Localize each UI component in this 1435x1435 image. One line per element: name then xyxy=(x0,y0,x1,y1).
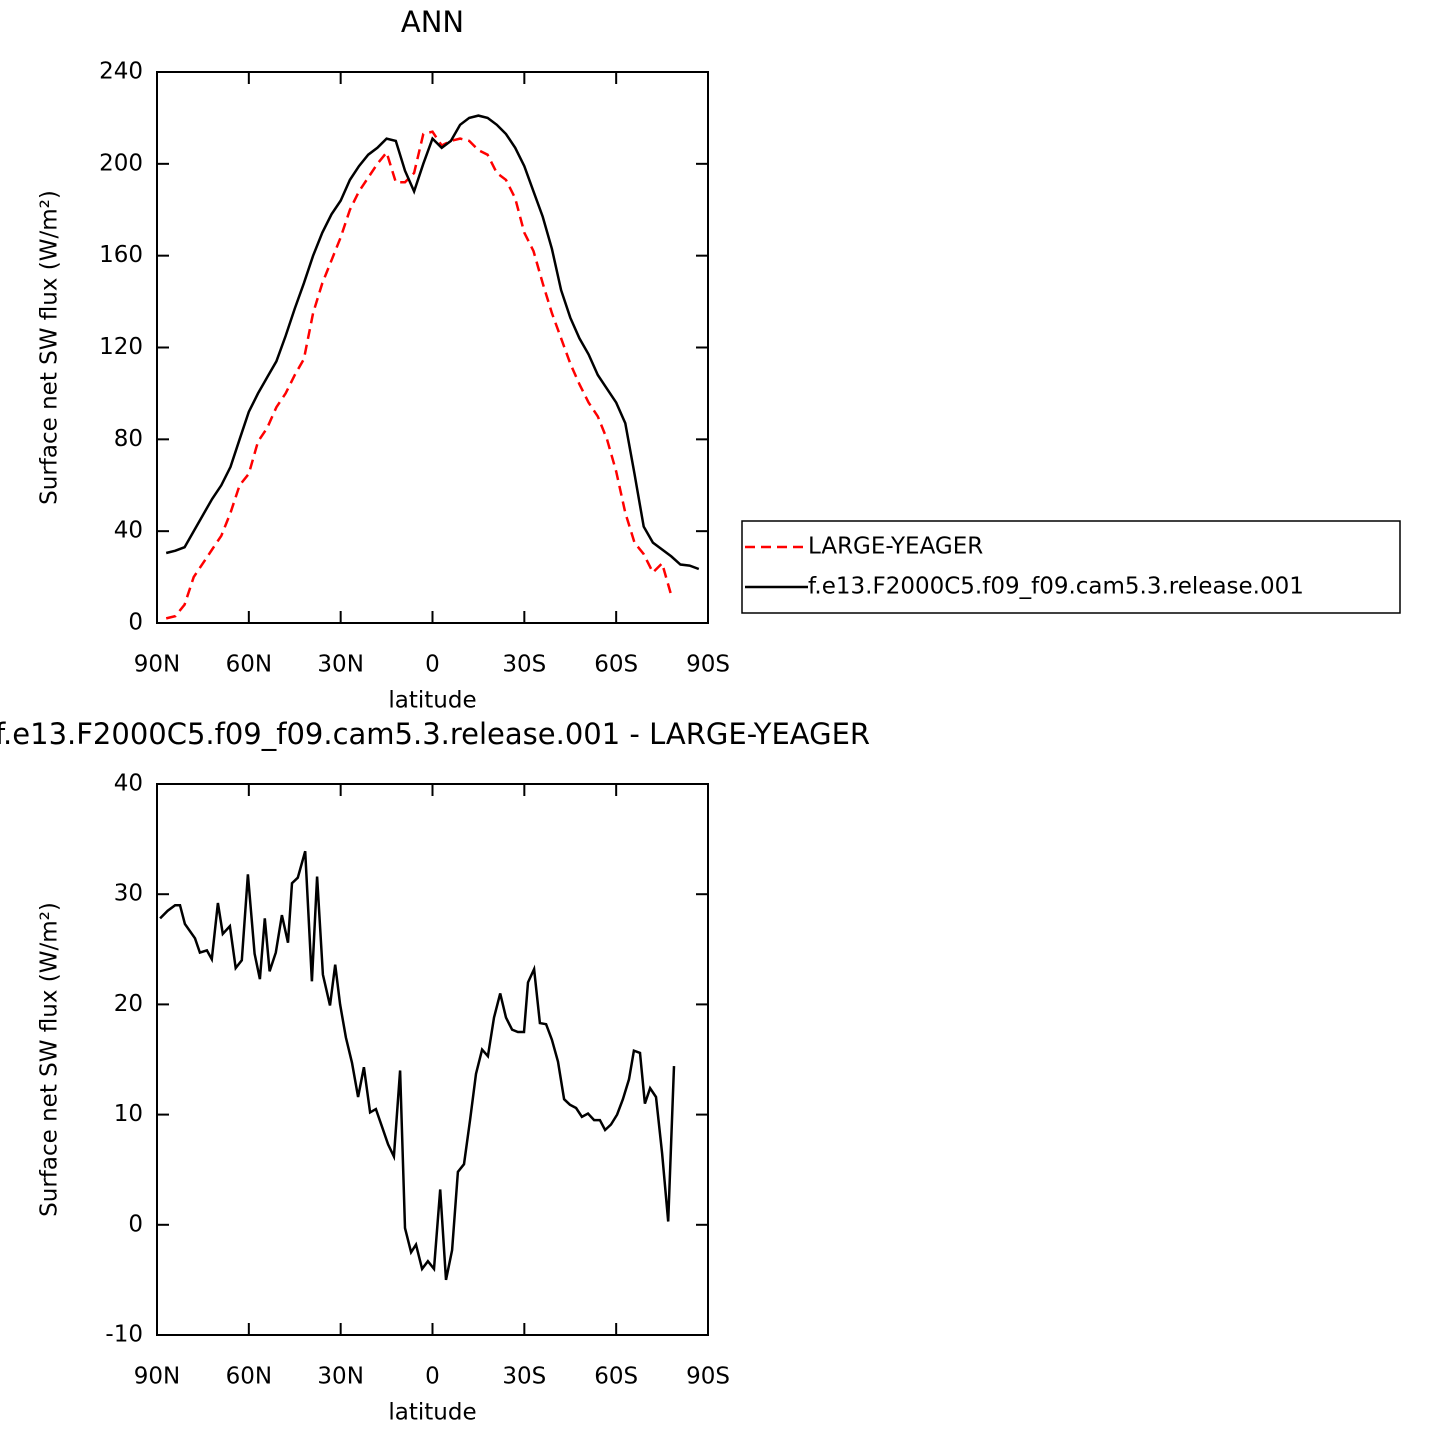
y-tick-label: 0 xyxy=(128,1211,143,1237)
data-line xyxy=(159,850,676,1281)
x-tick-label: 60S xyxy=(594,652,638,678)
x-tick-label: 90S xyxy=(686,1364,730,1390)
chart-title: ANN xyxy=(401,5,464,39)
y-tick-label: 240 xyxy=(99,59,143,85)
y-tick-label: 80 xyxy=(114,426,143,452)
y-axis-label: Surface net SW flux (W/m²) xyxy=(37,190,63,505)
x-tick-label: 30N xyxy=(317,1364,363,1390)
x-tick-label: 0 xyxy=(425,1364,440,1390)
legend-label: LARGE-YEAGER xyxy=(808,534,983,560)
y-tick-label: 40 xyxy=(114,518,143,544)
data-line xyxy=(165,130,673,620)
x-axis-label: latitude xyxy=(388,1400,476,1426)
y-tick-label: 0 xyxy=(128,610,143,636)
x-axis-label: latitude xyxy=(388,688,476,714)
data-line xyxy=(165,114,700,571)
x-tick-label: 0 xyxy=(425,652,440,678)
x-tick-label: 90S xyxy=(686,652,730,678)
y-tick-label: 120 xyxy=(99,334,143,360)
y-tick-label: 160 xyxy=(99,242,143,268)
x-tick-label: 90N xyxy=(134,1364,180,1390)
x-tick-label: 30S xyxy=(502,1364,546,1390)
plot-frame xyxy=(156,783,709,1336)
chart-title: f.e13.F2000C5.f09_f09.cam5.3.release.001… xyxy=(0,717,870,751)
x-tick-label: 30S xyxy=(502,652,546,678)
x-tick-label: 60N xyxy=(226,1364,272,1390)
x-tick-label: 60S xyxy=(594,1364,638,1390)
x-tick-label: 90N xyxy=(134,652,180,678)
y-tick-label: 200 xyxy=(99,150,143,176)
y-tick-label: -10 xyxy=(105,1322,143,1348)
y-tick-label: 10 xyxy=(114,1101,143,1127)
x-tick-label: 30N xyxy=(317,652,363,678)
y-axis-label: Surface net SW flux (W/m²) xyxy=(37,902,63,1217)
y-tick-label: 20 xyxy=(114,991,143,1017)
legend-label: f.e13.F2000C5.f09_f09.cam5.3.release.001 xyxy=(808,574,1304,600)
y-tick-label: 30 xyxy=(114,881,143,907)
legend-box xyxy=(741,520,1401,614)
x-tick-label: 60N xyxy=(226,652,272,678)
y-tick-label: 40 xyxy=(114,771,143,797)
plot-frame xyxy=(156,71,709,624)
